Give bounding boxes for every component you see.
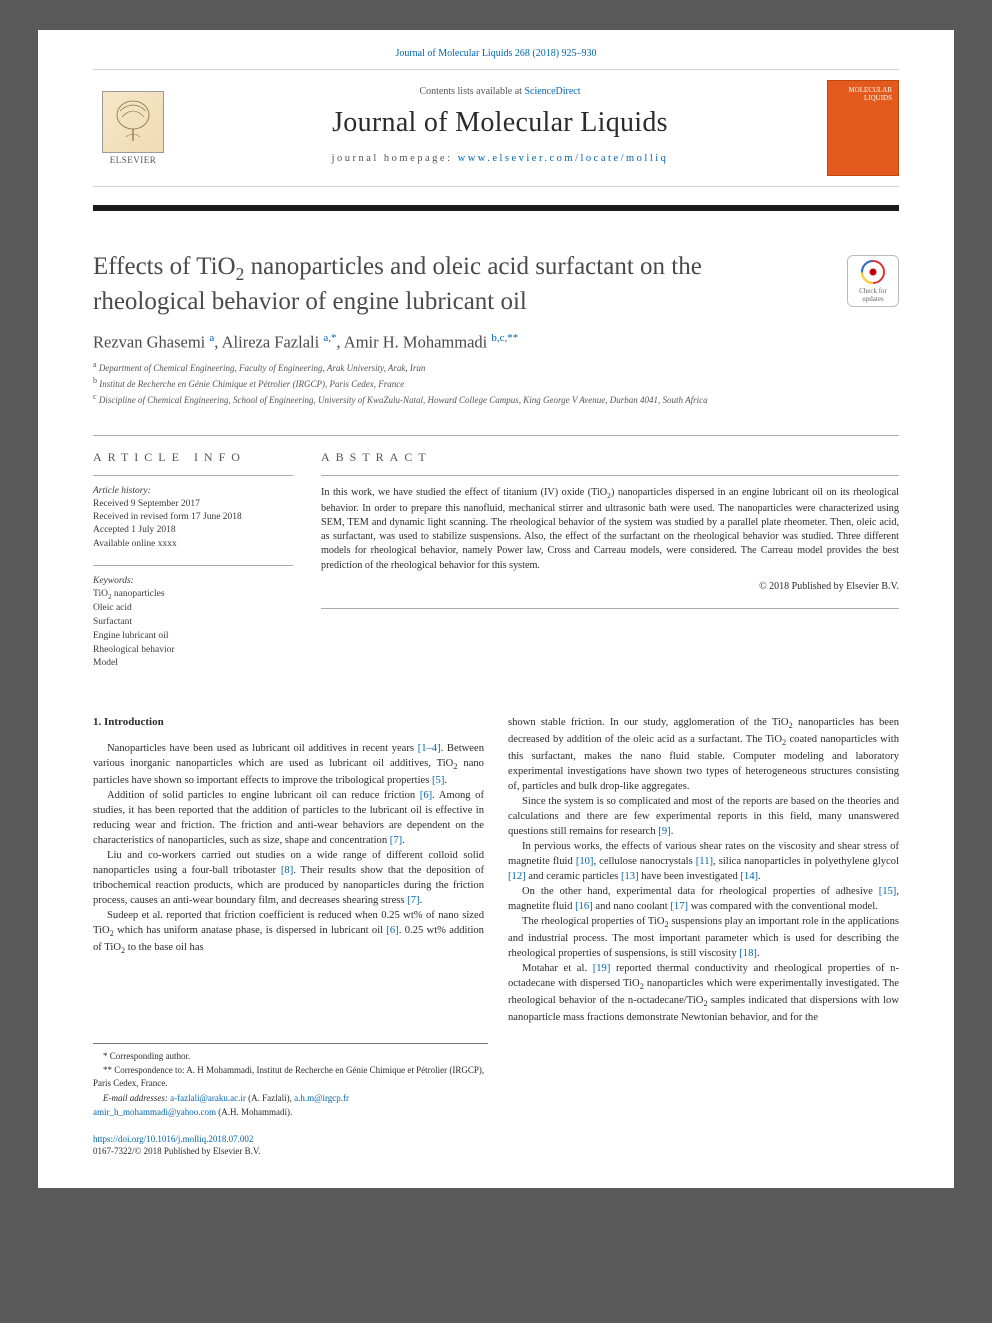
keyword-0: TiO2 nanoparticles [93,588,293,602]
abs-top-rule [321,475,899,476]
abs-bottom-rule [321,608,899,609]
issn-line: 0167-7322/© 2018 Published by Elsevier B… [93,1145,899,1158]
footnote-email-3: amir_h_mohammadi@yahoo.com (A.H. Mohamma… [93,1106,488,1119]
col2-para-5: Motahar et al. [19] reported thermal con… [508,961,899,1025]
affiliation-a: a Department of Chemical Engineering, Fa… [93,359,899,375]
masthead-center: Contents lists available at ScienceDirec… [173,80,827,176]
email-2[interactable]: a.h.m@irgcp.fr [294,1093,349,1103]
journal-name: Journal of Molecular Liquids [181,107,819,139]
history-1: Received in revised form 17 June 2018 [93,511,293,524]
affiliation-c: c Discipline of Chemical Engineering, Sc… [93,391,899,407]
keyword-5: Model [93,657,293,671]
authors-line: Rezvan Ghasemi a, Alireza Fazlali a,*, A… [93,332,899,353]
affiliations: a Department of Chemical Engineering, Fa… [93,359,899,407]
crossmark-icon [860,259,886,285]
contents-prefix: Contents lists available at [419,86,524,97]
article-info-heading: ARTICLE INFO [93,450,293,465]
ai-mid-rule [93,565,293,566]
footnote-corr-2: ** Correspondence to: A. H Mohammadi, In… [93,1064,488,1089]
email-1[interactable]: a-fazlali@araku.ac.ir [170,1093,246,1103]
col1-para-3: Sudeep et al. reported that friction coe… [93,908,484,957]
email-label: E-mail addresses: [103,1093,168,1103]
email-3-who: (A.H. Mohammadi). [216,1107,292,1117]
cover-label-2: LIQUIDS [864,95,892,103]
sciencedirect-link[interactable]: ScienceDirect [524,86,580,97]
info-abstract-row: ARTICLE INFO Article history: Received 9… [93,435,899,671]
footnote-corr-1: * Corresponding author. [93,1050,488,1063]
ai-top-rule [93,475,293,476]
history-label: Article history: [93,486,293,496]
citation-line: Journal of Molecular Liquids 268 (2018) … [38,30,954,69]
col2-para-1: Since the system is so complicated and m… [508,794,899,839]
page-container: Journal of Molecular Liquids 268 (2018) … [38,30,954,1188]
history-0: Received 9 September 2017 [93,498,293,511]
col2-para-3: On the other hand, experimental data for… [508,884,899,914]
section-heading-1: 1. Introduction [93,715,484,731]
email-1-who: (A. Fazlali), [246,1093,294,1103]
abstract-text: In this work, we have studied the effect… [321,486,899,573]
history-2: Accepted 1 July 2018 [93,524,293,537]
body-col-2: shown stable friction. In our study, agg… [508,715,899,1025]
homepage-url[interactable]: www.elsevier.com/locate/molliq [458,153,669,164]
elsevier-wordmark: ELSEVIER [110,155,157,165]
col2-para-4: The rheological properties of TiO2 suspe… [508,914,899,961]
page-bottom: https://doi.org/10.1016/j.molliq.2018.07… [93,1133,899,1188]
crossmark-text-2: updates [862,295,883,303]
col1-para-1: Addition of solid particles to engine lu… [93,788,484,848]
affiliation-b: b Institut de Recherche en Génie Chimiqu… [93,375,899,391]
masthead: ELSEVIER Contents lists available at Sci… [93,69,899,187]
homepage-line: journal homepage: www.elsevier.com/locat… [181,153,819,164]
keyword-4: Rheological behavior [93,644,293,658]
col2-para-2: In pervious works, the effects of variou… [508,839,899,884]
keyword-2: Surfactant [93,616,293,630]
email-3[interactable]: amir_h_mohammadi@yahoo.com [93,1107,216,1117]
journal-cover-thumb: MOLECULAR LIQUIDS [827,80,899,176]
crossmark-text-1: Check for [859,287,887,295]
col1-para-2: Liu and co-workers carried out studies o… [93,848,484,908]
history-3: Available online xxxx [93,538,293,551]
body-col-1: 1. Introduction Nanoparticles have been … [93,715,484,1025]
keywords-label: Keywords: [93,576,293,586]
homepage-prefix: journal homepage: [332,153,458,164]
keyword-3: Engine lubricant oil [93,630,293,644]
abstract: ABSTRACT In this work, we have studied t… [321,436,899,671]
doi-link[interactable]: https://doi.org/10.1016/j.molliq.2018.07… [93,1134,253,1144]
abstract-heading: ABSTRACT [321,450,899,465]
body-columns: 1. Introduction Nanoparticles have been … [93,715,899,1025]
abstract-copyright: © 2018 Published by Elsevier B.V. [321,581,899,592]
col1-para-0: Nanoparticles have been used as lubrican… [93,741,484,788]
title-block: Effects of TiO2 nanoparticles and oleic … [93,251,899,318]
black-rule [93,205,899,211]
elsevier-logo: ELSEVIER [93,80,173,176]
article-info: ARTICLE INFO Article history: Received 9… [93,436,293,671]
paper-title: Effects of TiO2 nanoparticles and oleic … [93,251,899,318]
contents-line: Contents lists available at ScienceDirec… [181,86,819,97]
footnotes: * Corresponding author. ** Correspondenc… [93,1043,488,1119]
footnote-emails: E-mail addresses: a-fazlali@araku.ac.ir … [93,1092,488,1105]
elsevier-tree-icon [102,91,164,153]
crossmark-badge[interactable]: Check for updates [847,255,899,307]
keyword-1: Oleic acid [93,602,293,616]
col2-para-0: shown stable friction. In our study, agg… [508,715,899,794]
